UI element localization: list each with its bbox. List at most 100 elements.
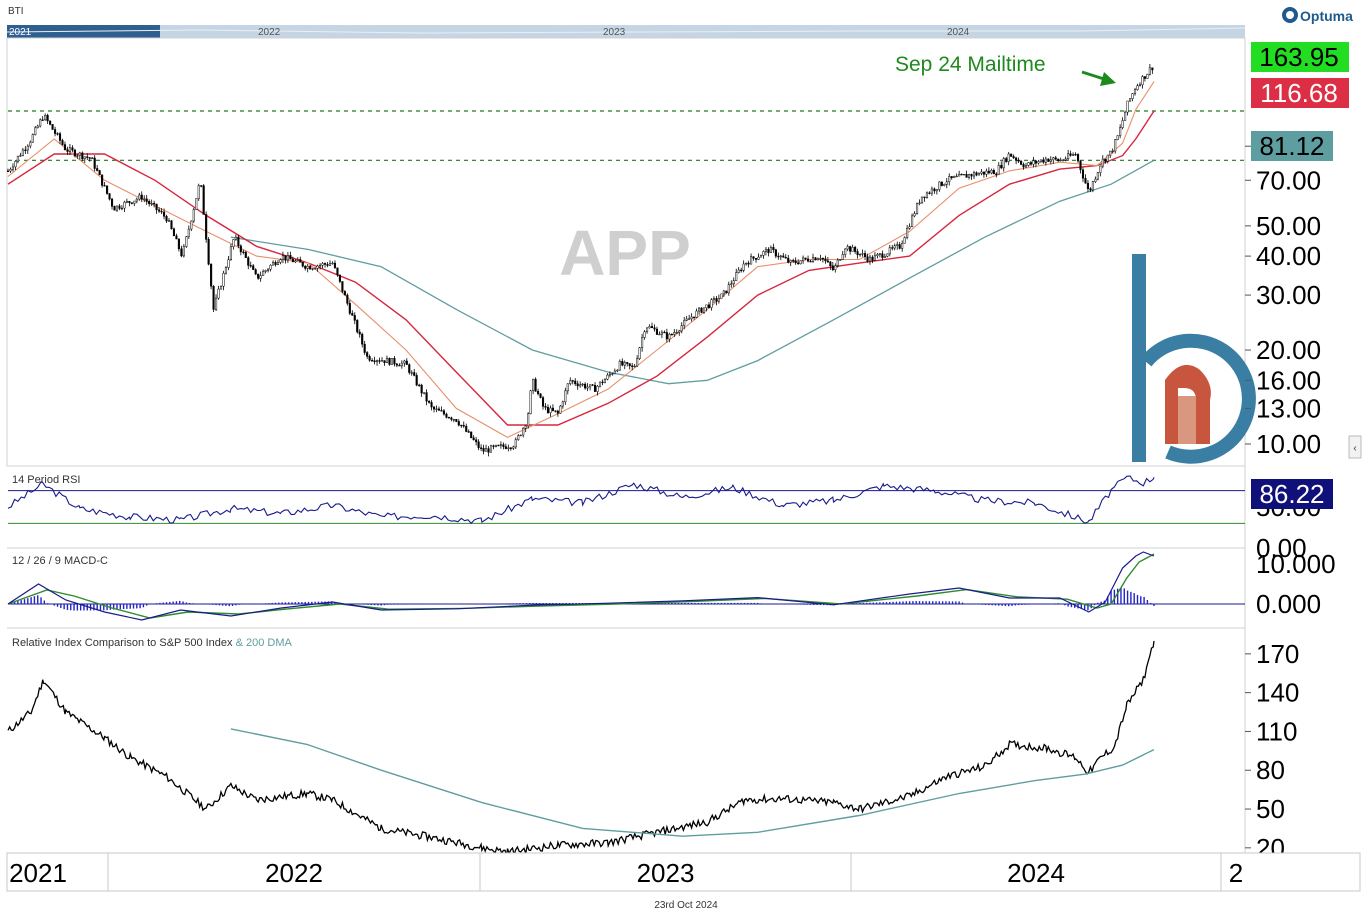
candle-290 [725, 290, 728, 294]
candle-245 [613, 368, 616, 375]
candle-435 [1084, 174, 1087, 184]
candle-134 [338, 274, 341, 284]
candle-371 [925, 191, 928, 199]
candle-302 [754, 258, 758, 263]
candle-41 [108, 193, 111, 201]
candle-77 [197, 183, 200, 201]
macd-hist-bar-36 [126, 604, 128, 609]
candle-93 [237, 234, 240, 249]
macd-hist-bar-282 [938, 601, 941, 604]
candle-14 [41, 116, 44, 121]
candle-15 [44, 113, 47, 121]
annotation-arrow [1081, 70, 1116, 86]
macd-hist-bar-295 [981, 604, 983, 605]
macd-hist-bar-67 [228, 604, 230, 607]
candle-194 [487, 446, 490, 457]
rel-tick-label-4: 140 [1256, 678, 1299, 708]
x-axis-label-3: 2024 [1007, 858, 1065, 888]
navigator-year-1: 2022 [258, 27, 281, 38]
candle-387 [965, 170, 968, 178]
macd-hist-bar-276 [918, 601, 921, 604]
candle-30 [81, 151, 84, 162]
macd-hist-bar-7 [30, 597, 32, 604]
macd-hist-bar-14 [53, 604, 55, 606]
candle-173 [435, 405, 438, 413]
rel-tick-label-3: 110 [1256, 716, 1297, 746]
candle-450 [1121, 117, 1124, 130]
candle-310 [774, 248, 777, 259]
navigator-bar[interactable] [7, 25, 1245, 38]
candle-136 [343, 290, 346, 296]
candle-458 [1141, 75, 1144, 89]
macd-hist-bar-201 [671, 602, 673, 604]
candle-452 [1126, 100, 1129, 116]
candle-128 [323, 262, 327, 268]
candle-95 [242, 249, 245, 255]
candle-353 [881, 250, 884, 261]
candle-199 [499, 441, 502, 449]
candle-156 [393, 356, 396, 367]
candle-369 [920, 196, 924, 204]
candle-334 [834, 263, 837, 273]
candle-447 [1114, 138, 1117, 154]
sma-fast-line [7, 81, 1155, 439]
candle-261 [653, 324, 656, 332]
candle-161 [405, 358, 408, 365]
candle-4 [16, 155, 19, 164]
candle-257 [643, 330, 646, 340]
macd-hist-bar-157 [525, 603, 528, 604]
candle-253 [633, 363, 636, 368]
candle-273 [683, 316, 686, 330]
macd-hist-bar-41 [142, 604, 145, 608]
candle-104 [264, 269, 267, 274]
macd-hist-bar-242 [806, 604, 808, 605]
macd-hist-bar-303 [1007, 604, 1010, 607]
macd-hist-bar-111 [373, 604, 376, 606]
candle-151 [380, 357, 384, 362]
macd-hist-bar-341 [1133, 593, 1135, 604]
candle-212 [532, 378, 535, 395]
macd-hist-bar-333 [1107, 596, 1109, 604]
macd-hist-bar-222 [740, 602, 742, 604]
candle-90 [229, 243, 232, 261]
candle-97 [247, 256, 250, 270]
candle-439 [1094, 176, 1097, 184]
candle-142 [358, 329, 361, 338]
macd-hist-bar-240 [799, 604, 802, 605]
macd-hist-bar-345 [1146, 599, 1149, 604]
candle-350 [873, 252, 876, 261]
brand-logo: Optuma [1282, 7, 1353, 24]
macd-hist-bar-227 [756, 602, 759, 604]
macd-hist-bar-239 [796, 604, 799, 605]
candle-222 [556, 409, 559, 417]
macd-hist-bar-277 [922, 601, 924, 604]
panel-collapse-button[interactable]: ‹ [1348, 435, 1362, 459]
candle-116 [294, 259, 297, 264]
macd-hist-bar-64 [218, 604, 221, 606]
candle-200 [502, 442, 505, 450]
macd-hist-bar-20 [73, 604, 75, 611]
candle-335 [836, 258, 839, 268]
candle-58 [150, 199, 153, 206]
candle-224 [561, 400, 564, 409]
candle-145 [366, 351, 369, 359]
candle-337 [841, 251, 844, 261]
macd-hist-bar-108 [363, 604, 366, 605]
candle-247 [618, 359, 621, 371]
candle-157 [395, 362, 398, 368]
candle-291 [727, 281, 730, 296]
candle-454 [1131, 93, 1134, 102]
macd-hist-bar-304 [1011, 604, 1013, 606]
macd-hist-bar-272 [905, 601, 908, 604]
macd-hist-bar-263 [875, 602, 878, 604]
candle-96 [244, 250, 247, 259]
candle-154 [388, 357, 391, 366]
candle-170 [428, 400, 431, 404]
candle-123 [311, 267, 314, 271]
candle-355 [886, 253, 889, 258]
footer-date: 23rd Oct 2024 [654, 900, 718, 911]
candle-21 [58, 131, 62, 144]
candle-176 [442, 409, 445, 416]
candle-88 [224, 266, 228, 275]
candle-384 [958, 170, 961, 177]
